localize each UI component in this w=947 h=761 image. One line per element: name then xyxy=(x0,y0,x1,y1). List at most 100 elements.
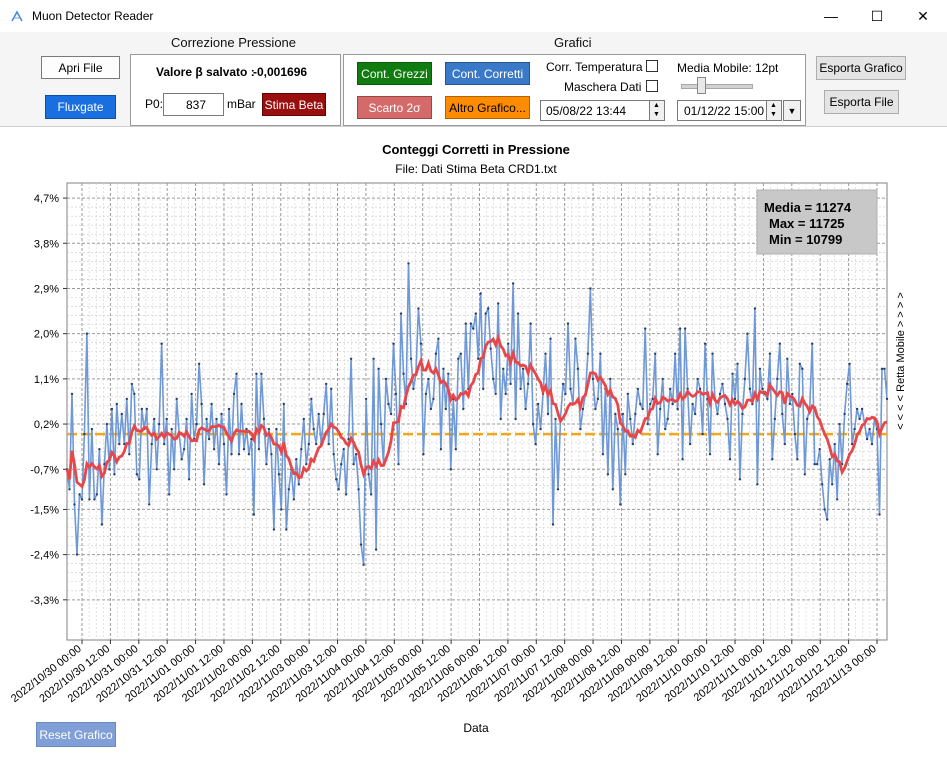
close-button[interactable]: ✕ xyxy=(900,0,946,32)
open-file-button[interactable]: Apri File xyxy=(41,56,120,79)
data-point xyxy=(793,432,796,436)
data-point xyxy=(771,458,774,461)
chart-area: Conteggi Corretti in Pressione File: Dat… xyxy=(0,127,947,758)
data-point xyxy=(202,483,206,486)
app-icon xyxy=(11,10,23,22)
corrected-counts-button[interactable]: Cont. Corretti xyxy=(445,62,530,85)
fluxgate-button[interactable]: Fluxgate xyxy=(45,95,116,119)
data-point xyxy=(168,493,171,496)
export-chart-button[interactable]: Esporta Grafico xyxy=(816,56,906,80)
data-point xyxy=(222,442,226,446)
data-point xyxy=(594,407,597,411)
data-point xyxy=(803,473,806,476)
raw-series-points xyxy=(65,262,889,566)
data-point xyxy=(669,387,672,391)
data-point xyxy=(554,417,557,421)
data-point xyxy=(387,402,390,406)
estimate-beta-button[interactable]: Stima Beta xyxy=(262,93,326,116)
data-point xyxy=(798,362,801,365)
data-point xyxy=(225,493,228,496)
data-point xyxy=(773,417,776,421)
data-point xyxy=(78,493,81,496)
spin-up-icon: ▲ xyxy=(653,102,660,109)
data-point xyxy=(302,417,305,421)
data-point xyxy=(215,417,218,421)
data-point xyxy=(444,407,447,411)
raw-counts-button[interactable]: Cont. Grezzi xyxy=(357,62,432,85)
data-point xyxy=(285,528,288,531)
y-tick-label: 1,1% xyxy=(34,374,59,386)
temp-corr-checkbox[interactable] xyxy=(646,60,658,72)
data-point xyxy=(531,422,535,426)
data-point xyxy=(432,397,435,401)
spin-down-icon: ▼ xyxy=(653,111,660,118)
minimize-button[interactable]: — xyxy=(808,0,854,32)
data-point xyxy=(454,448,457,451)
data-mask-label: Maschera Dati xyxy=(564,80,642,94)
p0-label: P0: xyxy=(145,97,164,111)
data-point xyxy=(307,442,310,446)
data-point xyxy=(230,453,233,456)
date-to-dropdown[interactable]: ▼ xyxy=(783,100,801,121)
data-point xyxy=(317,412,320,416)
spin-down-icon: ▼ xyxy=(770,111,777,118)
date-from-spinner[interactable]: ▲ ▼ xyxy=(649,100,665,121)
data-point xyxy=(402,372,405,375)
data-point xyxy=(247,453,251,456)
data-point xyxy=(492,377,495,381)
data-point xyxy=(731,372,734,375)
data-point xyxy=(200,402,203,406)
data-point xyxy=(631,442,634,446)
data-point xyxy=(397,463,400,466)
data-point xyxy=(579,427,582,431)
data-point xyxy=(252,513,256,516)
data-point xyxy=(581,407,585,411)
data-point xyxy=(848,362,851,365)
data-point xyxy=(601,453,605,456)
data-point xyxy=(788,402,791,406)
maximize-button[interactable]: ☐ xyxy=(854,0,900,32)
data-point xyxy=(681,458,684,461)
data-point xyxy=(596,397,600,401)
data-point xyxy=(671,402,674,406)
data-point xyxy=(858,417,861,421)
date-to-spinner[interactable]: ▲ ▼ xyxy=(766,100,782,121)
toolbar: Apri File Fluxgate Correzione Pressione … xyxy=(0,32,947,127)
data-point xyxy=(464,322,467,325)
data-point xyxy=(826,518,829,521)
other-chart-button[interactable]: Altro Grafico... xyxy=(445,96,530,119)
data-point xyxy=(364,397,368,401)
data-point xyxy=(108,468,111,471)
y-tick-label: -0,7% xyxy=(30,464,59,476)
data-point xyxy=(756,483,759,486)
charts-group: Cont. Grezzi Cont. Corretti Scarto 2σ Al… xyxy=(343,54,806,126)
chevron-down-icon: ▼ xyxy=(787,105,797,116)
data-point xyxy=(860,407,864,411)
data-point xyxy=(511,282,515,285)
corrected-counts-chart[interactable]: Conteggi Corretti in Pressione File: Dat… xyxy=(0,127,947,758)
data-point xyxy=(424,392,428,396)
reset-chart-button[interactable]: Reset Grafico xyxy=(36,722,116,747)
sigma-reject-button[interactable]: Scarto 2σ xyxy=(357,96,432,119)
data-point xyxy=(427,377,430,381)
data-point xyxy=(357,488,360,491)
data-point xyxy=(138,478,141,481)
date-from-field[interactable]: 05/08/22 13:44 xyxy=(540,100,650,121)
data-point xyxy=(207,437,211,441)
stats-mean: Media = 11274 xyxy=(764,200,852,215)
data-point xyxy=(160,342,163,345)
p0-field[interactable]: 837 xyxy=(163,93,224,116)
data-point xyxy=(688,442,692,446)
moving-avg-slider[interactable] xyxy=(697,77,706,94)
export-file-button[interactable]: Esporta File xyxy=(824,90,899,114)
data-point xyxy=(392,342,395,345)
data-point xyxy=(260,372,263,375)
data-point xyxy=(113,473,116,476)
data-point xyxy=(741,412,744,416)
data-mask-checkbox[interactable] xyxy=(646,80,658,92)
data-point xyxy=(823,508,826,511)
data-point xyxy=(880,367,884,370)
data-point xyxy=(145,407,148,411)
data-point xyxy=(853,427,856,431)
date-to-field[interactable]: 01/12/22 15:00 xyxy=(677,100,767,121)
